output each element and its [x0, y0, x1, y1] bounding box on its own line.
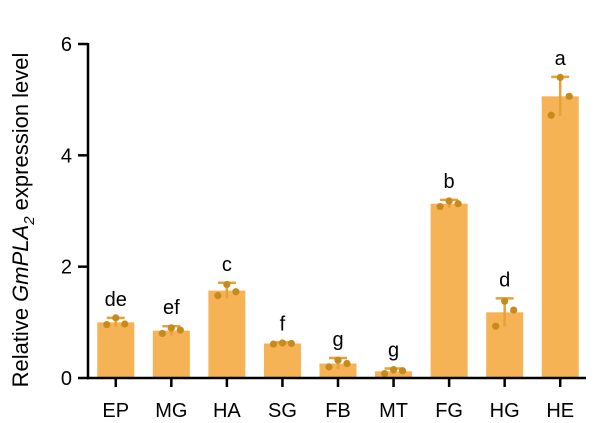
replicate-point-he-2 — [556, 73, 564, 81]
bar-mg — [152, 330, 190, 378]
replicate-point-he-3 — [565, 92, 573, 100]
replicate-point-he-1 — [547, 111, 555, 119]
replicate-point-mg-3 — [176, 326, 184, 334]
bar-fg — [430, 203, 468, 378]
replicate-point-fg-1 — [436, 202, 444, 211]
bar-sg — [263, 343, 301, 378]
replicate-point-fb-1 — [325, 363, 333, 371]
bar-ep — [97, 322, 135, 378]
significance-label-ep: de — [105, 289, 127, 311]
x-tick-label-mt: MT — [379, 400, 408, 422]
replicate-point-ha-2 — [223, 280, 231, 289]
x-tick-label-hg: HG — [490, 400, 520, 422]
replicate-point-mt-1 — [380, 369, 389, 378]
replicate-points-group — [103, 73, 573, 378]
significance-label-fg: b — [444, 171, 455, 193]
replicate-point-mt-3 — [398, 367, 407, 375]
significance-label-hg: d — [499, 269, 510, 291]
y-tick-label-0: 0 — [61, 368, 72, 390]
y-tick-label-4: 4 — [61, 145, 72, 167]
x-tick-label-mg: MG — [155, 400, 187, 422]
y-tick-label-6: 6 — [61, 34, 72, 56]
x-tick-label-fg: FG — [435, 400, 463, 422]
replicate-point-fb-2 — [334, 356, 342, 364]
x-tick-labels-group: EP MG HA SG FB MT FG HG HE — [102, 400, 574, 422]
replicate-point-ep-3 — [121, 320, 129, 328]
y-ticks-group: 0 2 4 6 — [61, 34, 88, 390]
significance-label-he: a — [555, 48, 567, 70]
replicate-point-fg-2 — [445, 197, 453, 205]
y-tick-label-2: 2 — [61, 257, 72, 279]
x-tick-label-ha: HA — [213, 400, 241, 422]
significance-labels-group: de ef c f g g b d a — [105, 48, 567, 362]
y-axis-label-prefix: Relative — [8, 302, 33, 388]
x-tick-label-he: HE — [546, 400, 574, 422]
replicate-point-hg-2 — [501, 297, 509, 305]
replicate-point-hg-1 — [492, 322, 500, 330]
y-axis-label-text: Relative GmPLA2 expression level — [8, 53, 38, 388]
y-axis-label-gene-subscript: 2 — [21, 216, 38, 226]
replicate-point-mg-2 — [167, 324, 175, 332]
y-axis-label-gene: GmPLA — [8, 225, 33, 302]
significance-label-fb: g — [332, 329, 343, 351]
replicate-point-sg-1 — [269, 340, 278, 348]
significance-label-sg: f — [280, 313, 286, 335]
bars-group — [97, 96, 579, 379]
replicate-point-sg-2 — [278, 339, 287, 347]
bar-he — [541, 96, 579, 379]
replicate-point-fg-3 — [454, 200, 462, 208]
x-tick-label-ep: EP — [102, 400, 129, 422]
replicate-point-mt-2 — [389, 366, 398, 374]
axes-group — [86, 43, 586, 387]
replicate-point-ha-3 — [232, 288, 240, 296]
y-axis-label-suffix: expression level — [8, 53, 33, 217]
significance-label-mt: g — [388, 340, 399, 362]
replicate-point-ha-1 — [214, 292, 222, 300]
replicate-point-ep-2 — [112, 314, 120, 322]
significance-label-mg: ef — [163, 297, 180, 319]
replicate-point-sg-3 — [287, 339, 296, 348]
replicate-point-mg-1 — [158, 329, 166, 338]
bar-mt — [375, 371, 413, 378]
significance-label-ha: c — [222, 254, 232, 276]
y-axis-label: Relative GmPLA2 expression level — [8, 53, 38, 388]
x-tick-label-sg: SG — [268, 400, 297, 422]
replicate-point-hg-3 — [510, 306, 518, 314]
x-tick-label-fb: FB — [325, 400, 351, 422]
replicate-point-fb-3 — [343, 359, 351, 368]
replicate-point-ep-1 — [103, 320, 111, 329]
bar-ha — [208, 290, 246, 378]
